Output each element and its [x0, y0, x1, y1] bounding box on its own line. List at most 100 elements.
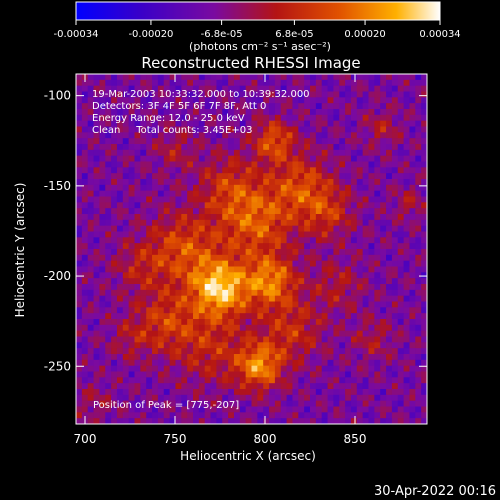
heatmap-cell	[128, 319, 136, 326]
heatmap-cell	[397, 336, 405, 343]
heatmap-cell	[111, 97, 118, 104]
heatmap-cell	[99, 173, 106, 180]
heatmap-cell	[310, 202, 317, 209]
heatmap-cell	[157, 272, 165, 279]
heatmap-cell	[315, 412, 323, 419]
heatmap-cell	[99, 214, 106, 221]
heatmap-cell	[421, 103, 427, 110]
heatmap-cell	[421, 196, 427, 203]
heatmap-cell	[105, 278, 112, 285]
heatmap-cell	[274, 97, 282, 104]
heatmap-cell	[386, 79, 393, 87]
heatmap-cell	[228, 149, 235, 157]
heatmap-cell	[245, 254, 253, 262]
heatmap-cell	[233, 313, 241, 320]
heatmap-cell	[169, 348, 177, 355]
heatmap-cell	[409, 208, 416, 215]
heatmap-cell	[251, 167, 258, 174]
heatmap-cell	[76, 202, 83, 209]
heatmap-cell	[239, 74, 247, 81]
heatmap-cell	[128, 103, 136, 110]
heatmap-cell	[187, 319, 194, 326]
heatmap-cell	[391, 202, 399, 209]
heatmap-cell	[403, 97, 411, 104]
heatmap-cell	[245, 359, 253, 367]
heatmap-cell	[210, 377, 217, 384]
heatmap-cell	[415, 389, 422, 396]
heatmap-cell	[111, 383, 118, 390]
heatmap-cell	[333, 354, 340, 361]
heatmap-cell	[193, 324, 200, 332]
heatmap-cell	[169, 85, 177, 93]
heatmap-cell	[193, 173, 200, 180]
heatmap-cell	[204, 225, 212, 233]
heatmap-cell	[128, 383, 136, 390]
heatmap-cell	[245, 132, 253, 139]
heatmap-cell	[116, 418, 124, 424]
heatmap-cell	[386, 260, 393, 268]
heatmap-cell	[409, 190, 416, 198]
heatmap-cell	[403, 225, 411, 233]
heatmap-cell	[111, 237, 118, 244]
heatmap-cell	[134, 377, 141, 384]
heatmap-cell	[181, 138, 188, 145]
heatmap-cell	[257, 79, 264, 87]
heatmap-cell	[339, 260, 346, 268]
heatmap-cell	[93, 319, 100, 326]
heatmap-cell	[280, 190, 288, 198]
heatmap-cell	[274, 377, 282, 384]
heatmap-cell	[128, 97, 136, 104]
heatmap-cell	[239, 406, 247, 413]
heatmap-cell	[339, 231, 346, 238]
heatmap-cell	[315, 214, 323, 221]
heatmap-cell	[222, 254, 229, 262]
heatmap-cell	[280, 179, 288, 186]
heatmap-cell	[362, 243, 370, 250]
heatmap-cell	[157, 214, 165, 221]
heatmap-cell	[321, 319, 329, 326]
heatmap-cell	[99, 225, 106, 233]
heatmap-cell	[233, 114, 241, 122]
heatmap-cell	[93, 289, 100, 297]
heatmap-cell	[87, 219, 95, 227]
heatmap-cell	[409, 214, 416, 221]
heatmap-cell	[403, 79, 411, 87]
heatmap-cell	[210, 371, 217, 378]
heatmap-cell	[105, 324, 112, 332]
heatmap-cell	[198, 336, 206, 343]
heatmap-cell	[169, 377, 177, 384]
heatmap-cell	[169, 249, 177, 256]
heatmap-cell	[298, 324, 305, 332]
heatmap-cell	[345, 394, 352, 402]
heatmap-cell	[81, 354, 89, 361]
heatmap-cell	[228, 161, 235, 168]
heatmap-cell	[415, 319, 422, 326]
heatmap-cell	[187, 389, 194, 396]
heatmap-cell	[116, 284, 124, 291]
heatmap-cell	[181, 179, 188, 186]
heatmap-cell	[87, 359, 95, 367]
heatmap-cell	[99, 202, 106, 209]
heatmap-cell	[327, 132, 334, 139]
heatmap-cell	[87, 126, 95, 133]
heatmap-cell	[233, 249, 241, 256]
heatmap-cell	[140, 371, 147, 378]
heatmap-cell	[87, 394, 95, 402]
heatmap-cell	[403, 295, 411, 303]
heatmap-cell	[257, 359, 264, 367]
heatmap-cell	[269, 400, 276, 408]
heatmap-cell	[193, 249, 200, 256]
heatmap-cell	[310, 167, 317, 174]
heatmap-cell	[105, 406, 112, 413]
heatmap-cell	[228, 383, 235, 390]
heatmap-cell	[198, 214, 206, 221]
heatmap-cell	[356, 109, 364, 116]
heatmap-cell	[210, 348, 217, 355]
heatmap-cell	[76, 354, 83, 361]
heatmap-cell	[216, 389, 223, 396]
heatmap-cell	[134, 214, 141, 221]
heatmap-cell	[122, 383, 130, 390]
heatmap-cell	[193, 114, 200, 122]
heatmap-cell	[181, 359, 188, 367]
heatmap-cell	[368, 74, 375, 81]
